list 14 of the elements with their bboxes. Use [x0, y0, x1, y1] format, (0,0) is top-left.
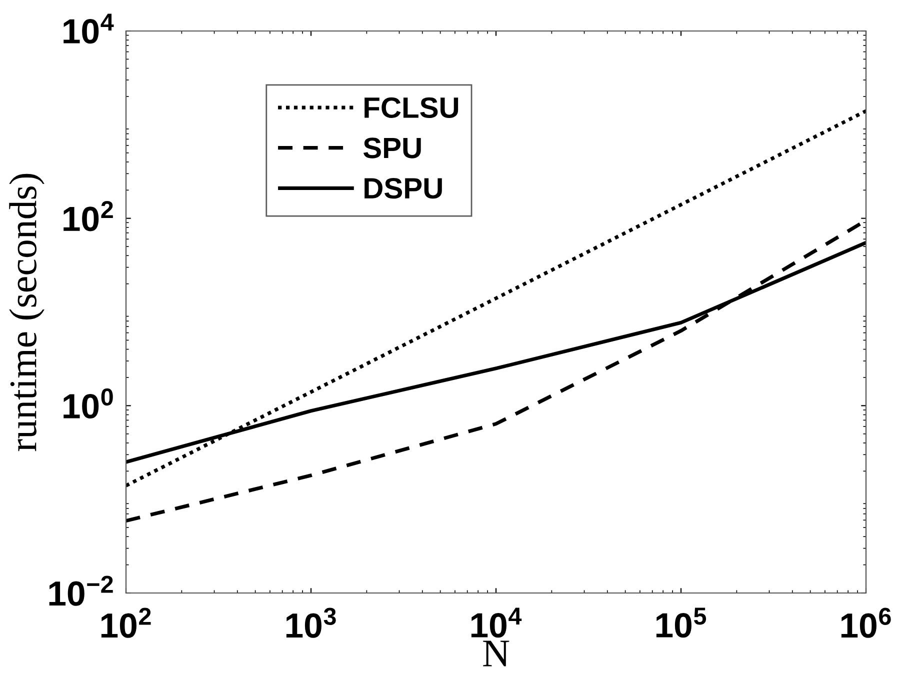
y-tick-label: 10$^{2}$ [64, 201, 113, 232]
y-tick-label: 10$^{0}$ [64, 388, 113, 419]
y-tick-label: 10$^{4}$ [64, 14, 114, 44]
x-tick-label: 10$^{3}$ [286, 608, 336, 638]
legend-label: DSPU [364, 178, 442, 199]
x-tick-label: 10$^{6}$ [841, 608, 891, 638]
legend-label: SPU [363, 138, 421, 158]
legend-label: FCLSU [364, 97, 458, 118]
y-axis-title: runtime (seconds) [9, 174, 44, 452]
x-axis-title: N [483, 640, 510, 666]
x-tick-label: 10$^{5}$ [656, 608, 706, 638]
x-tick-label: 10$^{2}$ [101, 608, 151, 638]
y-tick-label: 10$^{−2}$ [49, 576, 113, 606]
x-tick-label: 10$^{4}$ [471, 608, 522, 638]
